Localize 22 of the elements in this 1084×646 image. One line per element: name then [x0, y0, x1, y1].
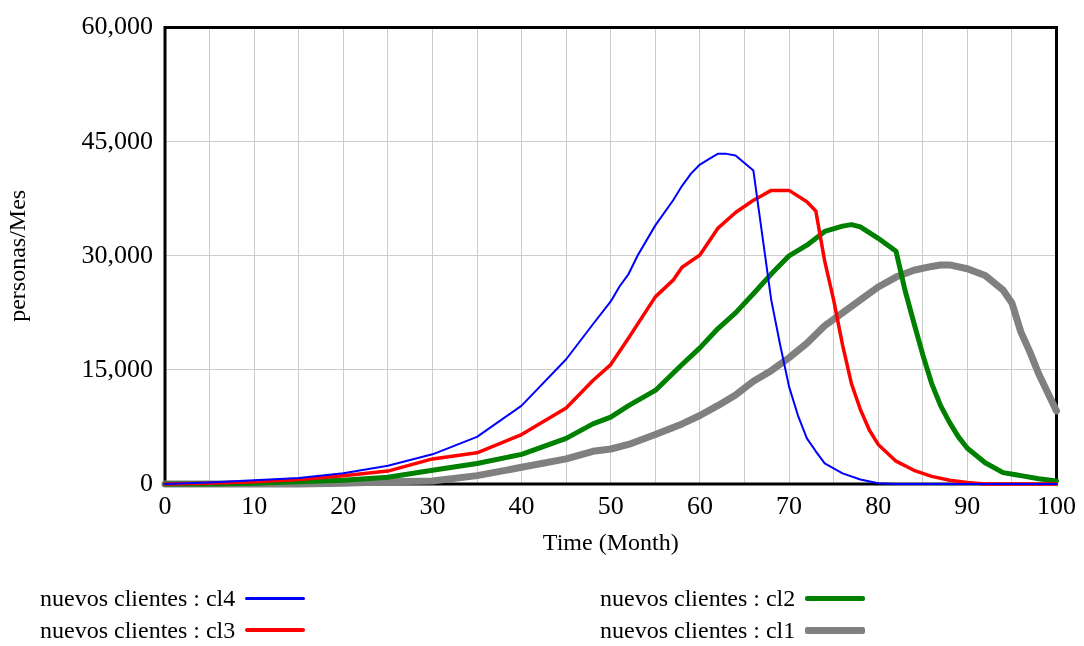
legend-label: nuevos clientes : cl4	[40, 584, 236, 612]
x-tick-label: 100	[1037, 491, 1076, 521]
y-tick-label: 15,000	[81, 353, 153, 383]
y-tick-label: 60,000	[81, 11, 153, 41]
x-tick-label: 60	[686, 491, 713, 521]
x-axis-title: Time (Month)	[542, 528, 679, 555]
x-tick-label: 10	[241, 491, 268, 521]
legend-label: nuevos clientes : cl1	[600, 616, 796, 644]
legend-label: nuevos clientes : cl2	[600, 584, 796, 612]
x-tick-label: 0	[158, 491, 172, 521]
x-tick-label: 90	[954, 491, 981, 521]
y-tick-label: 30,000	[81, 239, 153, 269]
x-tick-label: 50	[597, 491, 624, 521]
x-tick-label: 80	[865, 491, 892, 521]
x-tick-label: 20	[330, 491, 357, 521]
x-tick-label: 30	[419, 491, 446, 521]
y-tick-label: 0	[140, 467, 153, 497]
y-axis-title: personas/Mes	[3, 189, 30, 322]
y-tick-label: 45,000	[81, 125, 153, 155]
x-tick-label: 70	[776, 491, 803, 521]
legend-label: nuevos clientes : cl3	[40, 616, 236, 644]
x-tick-label: 40	[508, 491, 535, 521]
